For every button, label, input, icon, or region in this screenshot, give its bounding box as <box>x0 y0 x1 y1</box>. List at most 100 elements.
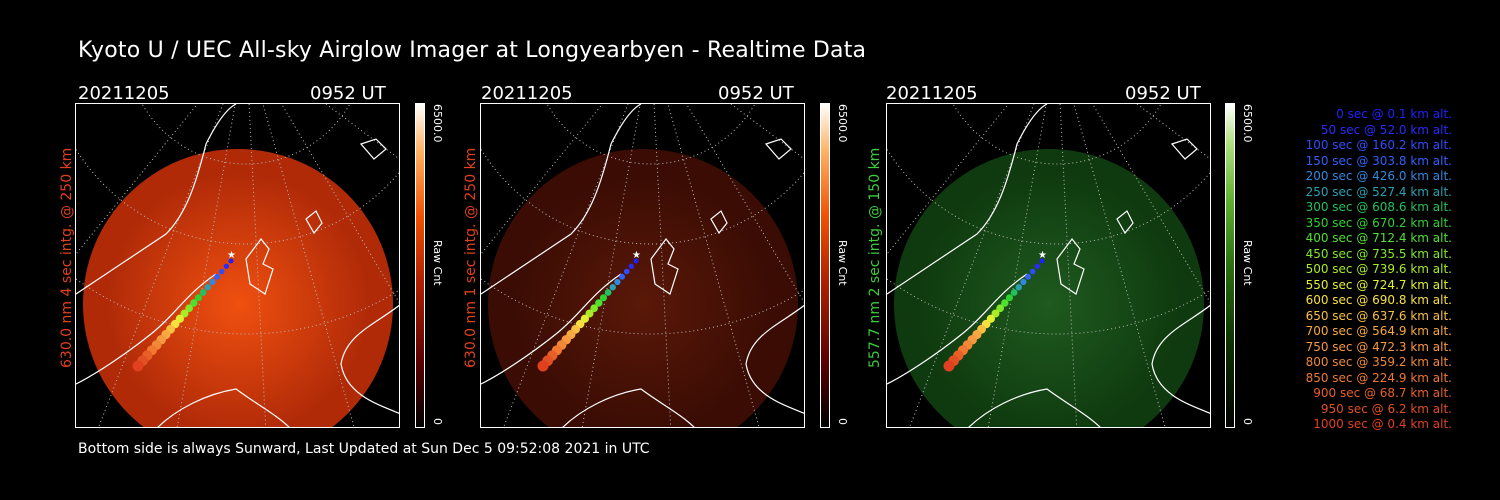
panel-2-cbar-min: 0 <box>836 418 849 425</box>
panel-3-ylabel: 557.7 nm 2 sec intg. @ 150 km <box>867 147 883 368</box>
trajectory-point <box>628 263 635 269</box>
trajectory-point <box>132 360 144 372</box>
trajectory-point <box>1029 268 1036 275</box>
trajectory-point <box>623 268 630 275</box>
trajectory-point <box>614 278 621 286</box>
meridian-line <box>98 104 224 427</box>
panel-3-cbar-max: 6500.0 <box>1241 104 1254 143</box>
meridian-line <box>1091 104 1210 304</box>
legend-row: 400 sec @ 712.4 km alt. <box>1305 231 1452 245</box>
trajectory-point <box>1025 273 1032 280</box>
panel-1-cbar-unit: Raw Cnt <box>431 240 444 286</box>
island-outline <box>305 210 323 235</box>
legend-row: 600 sec @ 690.8 km alt. <box>1305 293 1452 307</box>
island-outline <box>1116 210 1134 235</box>
trajectory-point <box>185 304 194 313</box>
trajectory-point <box>180 309 189 318</box>
trajectory-point <box>223 263 230 269</box>
panel-2-cbar-unit: Raw Cnt <box>836 240 849 286</box>
trajectory-point <box>1005 294 1013 302</box>
trajectory-point <box>1015 284 1022 291</box>
trajectory-point <box>986 314 995 323</box>
latitude-circle <box>141 104 351 165</box>
island-outline <box>710 210 728 235</box>
trajectory-point <box>590 304 599 313</box>
trajectory-point <box>996 304 1005 313</box>
legend-row: 750 sec @ 472.3 km alt. <box>1305 339 1452 354</box>
panel-3-cbar-unit: Raw Cnt <box>1241 240 1254 286</box>
legend-row: 1000 sec @ 0.4 km alt. <box>1313 417 1452 431</box>
legend-row: 950 sec @ 6.2 km alt. <box>1320 401 1452 416</box>
trajectory-point <box>537 360 549 372</box>
panel-2-ylabel: 630.0 nm 1 sec intg. @ 250 km <box>463 147 479 368</box>
coastline <box>76 273 217 385</box>
coastline <box>481 273 622 385</box>
legend-row: 0 sec @ 0.1 km alt. <box>1336 107 1452 121</box>
coastline <box>340 304 399 414</box>
trajectory-point <box>609 284 616 291</box>
coastline <box>745 304 804 414</box>
trajectory-point <box>218 268 225 275</box>
legend-row: 850 sec @ 224.9 km alt. <box>1305 370 1452 385</box>
page-title: Kyoto U / UEC All-sky Airglow Imager at … <box>78 38 867 63</box>
trajectory-point <box>214 273 221 280</box>
trajectory-point <box>1039 258 1045 264</box>
coastline <box>968 388 1101 427</box>
trajectory-legend: 0 sec @ 0.1 km alt. 50 sec @ 52.0 km alt.… <box>1262 107 1452 433</box>
coastline <box>157 388 290 427</box>
svalbard-outline <box>1056 238 1085 295</box>
legend-row: 650 sec @ 637.6 km alt. <box>1305 308 1452 323</box>
legend-row: 100 sec @ 160.2 km alt. <box>1305 138 1452 152</box>
coastline <box>481 104 642 295</box>
legend-row: 900 sec @ 68.7 km alt. <box>1313 386 1452 400</box>
legend-row: 50 sec @ 52.0 km alt. <box>1320 122 1452 137</box>
meridian-line <box>280 104 399 304</box>
footer-note: Bottom side is always Sunward, Last Upda… <box>78 441 650 457</box>
coastline <box>887 104 1048 295</box>
station-marker: ★ <box>1038 250 1047 261</box>
trajectory-point <box>991 309 1000 318</box>
station-marker: ★ <box>227 250 236 261</box>
coastline <box>1151 304 1210 414</box>
svalbard-outline <box>245 238 274 295</box>
trajectory-point <box>175 314 184 323</box>
svalbard-outline <box>650 238 679 295</box>
trajectory-point <box>228 258 234 264</box>
trajectory-point <box>209 278 216 286</box>
panel-2-map: ★ <box>480 103 805 428</box>
panel-1-map: ★ <box>75 103 400 428</box>
meridian-line <box>685 104 804 304</box>
panel-1-time: 0952 UT <box>310 83 386 104</box>
trajectory-point <box>619 273 626 280</box>
panel-1-date: 20211205 <box>78 83 170 104</box>
latitude-circle <box>546 104 756 165</box>
trajectory-point <box>204 284 211 291</box>
legend-row: 800 sec @ 359.2 km alt. <box>1305 355 1452 369</box>
legend-row: 700 sec @ 564.9 km alt. <box>1305 324 1452 338</box>
coastline <box>562 388 695 427</box>
panel-3-map: ★ <box>886 103 1211 428</box>
sky-image-disk <box>894 149 1204 427</box>
trajectory-point <box>604 289 612 296</box>
trajectory-point <box>199 289 207 296</box>
panel-3-colorbar <box>1225 103 1235 428</box>
legend-row: 250 sec @ 527.4 km alt. <box>1305 184 1452 199</box>
meridian-line <box>503 104 629 427</box>
legend-row: 450 sec @ 735.5 km alt. <box>1305 246 1452 261</box>
panel-1-colorbar <box>415 103 425 428</box>
panel-3-cbar-min: 0 <box>1241 418 1254 425</box>
sky-image-disk <box>83 149 393 427</box>
trajectory-point <box>580 314 589 323</box>
trajectory-point <box>599 294 607 302</box>
panel-3-date: 20211205 <box>886 83 978 104</box>
panel-2-cbar-max: 6500.0 <box>836 104 849 143</box>
coastline <box>76 104 237 295</box>
panel-1-cbar-min: 0 <box>431 418 444 425</box>
station-marker: ★ <box>632 250 641 261</box>
panel-2-colorbar <box>820 103 830 428</box>
trajectory-point <box>633 258 639 264</box>
panel-1-cbar-max: 6500.0 <box>431 104 444 143</box>
trajectory-point <box>190 299 198 307</box>
legend-row: 500 sec @ 739.6 km alt. <box>1305 262 1452 276</box>
trajectory-point <box>585 309 594 318</box>
